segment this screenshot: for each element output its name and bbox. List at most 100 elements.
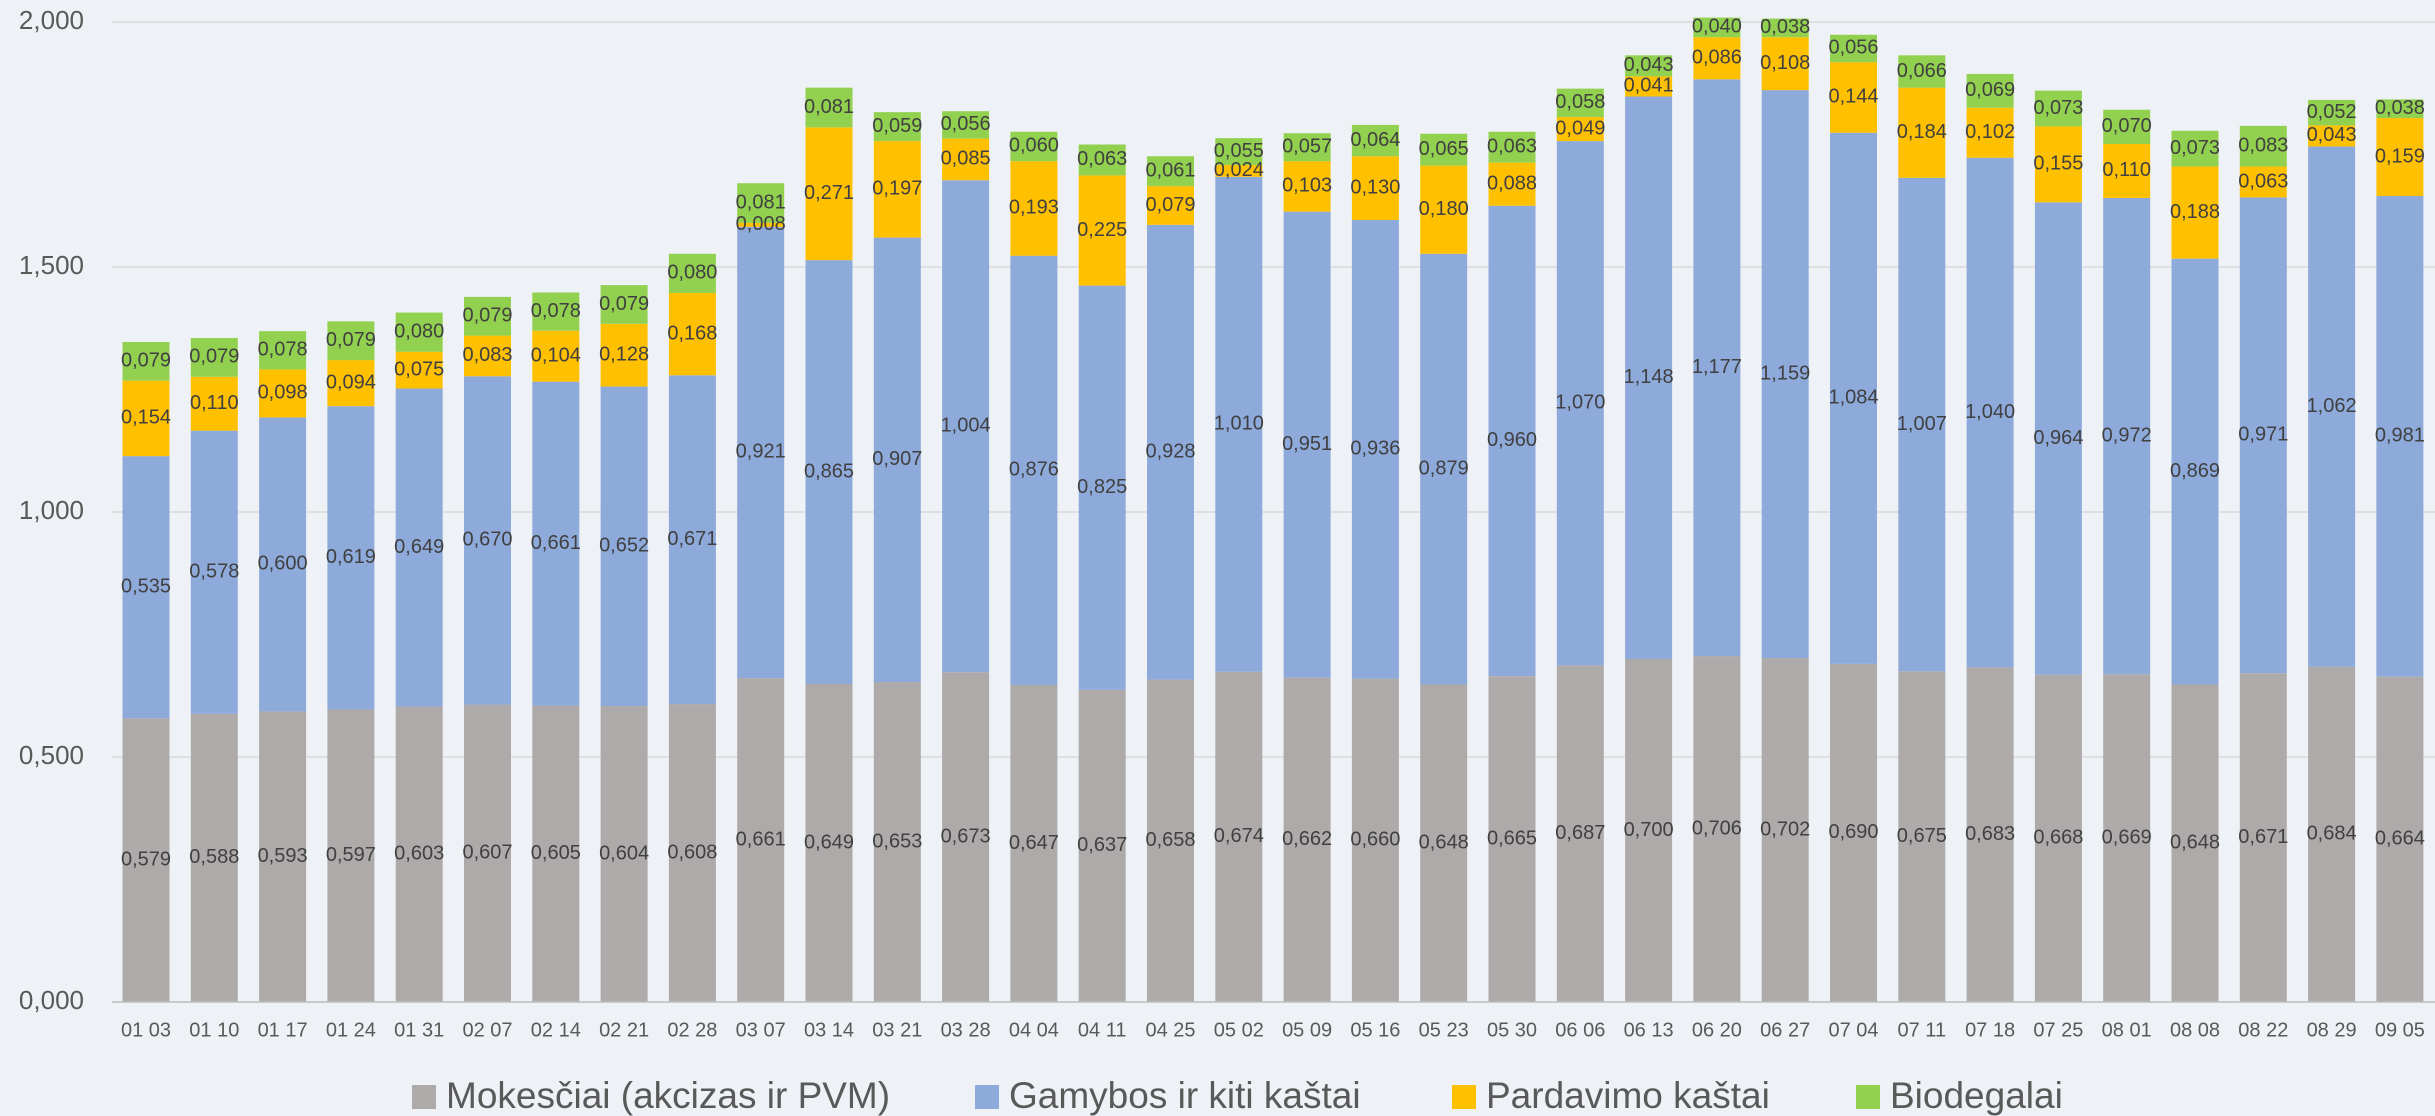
data-label: 1,070 [1555,392,1605,414]
bar-segment [1556,117,1604,142]
data-label: 0,706 [1692,817,1742,839]
bar-segment [259,331,307,370]
data-label: 0,603 [394,843,444,865]
data-label: 0,065 [1419,138,1469,160]
data-label: 0,670 [462,529,512,551]
bar-segment [668,704,716,1002]
bar-segment [1761,37,1809,91]
bar-segment [532,705,580,1002]
data-label: 0,080 [667,262,717,284]
bar-segment [1761,90,1809,659]
data-label: 0,648 [2170,832,2220,854]
data-label: 0,928 [1145,441,1195,463]
x-tick-label: 02 07 [462,1019,512,1041]
bar-segment [2376,195,2424,677]
bar-segment [1761,18,1809,38]
x-tick-label: 04 25 [1145,1019,1195,1041]
bar-segment [1147,224,1194,680]
legend-label: Pardavimo kaštai [1486,1075,1770,1116]
bar-segment [942,138,990,181]
x-tick-label: 02 21 [599,1019,649,1041]
bar-segment [259,417,307,712]
x-tick-label: 08 29 [2307,1019,2357,1041]
data-label: 0,180 [1419,198,1469,220]
bar-segment [1215,176,1263,672]
bar-segment [942,672,990,1002]
bar-segment [532,381,580,706]
data-label: 0,951 [1282,433,1332,455]
bar-segment [1488,676,1536,1002]
bar-segment [1420,253,1468,685]
data-label: 0,041 [1624,75,1674,97]
bar-segment [327,406,375,710]
y-tick-label: 0,000 [19,985,84,1015]
bar-segment [1147,156,1194,187]
data-label: 0,197 [872,178,922,200]
data-label: 1,007 [1897,413,1947,435]
data-label: 0,043 [2307,124,2357,146]
bar-segment [1693,37,1741,80]
bar-segment [1556,88,1604,118]
bar-segment [1147,186,1194,225]
bar-segment [1420,684,1468,1002]
bar-segment [1830,663,1877,1002]
data-label: 0,088 [1487,172,1537,194]
data-label: 0,669 [2102,826,2152,848]
bar-segment [668,375,716,705]
data-label: 0,619 [326,546,376,568]
data-label: 1,040 [1965,401,2015,423]
legend-swatch [975,1085,999,1109]
bar-segment [1898,671,1946,1002]
bar-segment [395,388,443,707]
data-label: 0,683 [1965,823,2015,845]
bar-segment [464,376,511,705]
data-label: 0,043 [1624,54,1674,76]
bar-segment [1966,667,2014,1002]
bar-segment [805,127,853,261]
data-label: 0,079 [326,329,376,351]
bar-segment [1488,162,1536,206]
data-label: 0,102 [1965,121,2015,143]
bar-segment [737,678,785,1002]
data-label: 0,653 [872,830,922,852]
bar-segment [1830,34,1877,63]
data-label: 1,010 [1214,413,1264,435]
data-label: 0,038 [1760,16,1810,38]
data-label: 0,637 [1077,834,1127,856]
bar-segment [1693,656,1741,1002]
data-label: 0,052 [2307,101,2357,123]
legend-swatch [412,1085,436,1109]
data-label: 0,921 [736,441,786,463]
data-label: 0,665 [1487,827,1537,849]
data-label: 0,130 [1350,176,1400,198]
bar-segment [122,456,170,719]
bar-segment [532,330,580,382]
bar-segment [327,321,375,361]
data-label: 0,225 [1077,219,1127,241]
data-label: 0,080 [394,320,444,342]
data-label: 0,066 [1897,60,1947,82]
bar-segment [600,285,648,324]
bar-segment [1488,131,1536,163]
data-label: 0,647 [1009,832,1059,854]
data-label: 0,605 [531,842,581,864]
bar-segment [1625,76,1673,97]
bar-segment [2103,197,2151,675]
data-label: 0,936 [1350,438,1400,460]
x-tick-label: 05 23 [1419,1019,1469,1041]
bar-segment [2239,197,2287,674]
data-label: 1,159 [1760,362,1810,384]
data-label: 0,649 [804,831,854,853]
data-label: 0,593 [258,845,308,867]
x-tick-label: 04 11 [1078,1019,1127,1041]
bar-segment [805,683,853,1002]
bar-segment [532,292,580,331]
x-tick-label: 05 30 [1487,1019,1537,1041]
data-label: 0,070 [2102,115,2152,137]
data-label: 0,869 [2170,460,2220,482]
x-tick-label: 04 04 [1009,1019,1059,1041]
data-label: 0,661 [531,532,581,554]
data-label: 0,155 [2033,153,2083,175]
bar-segment [1556,665,1604,1002]
bar-segment [1966,157,2014,668]
